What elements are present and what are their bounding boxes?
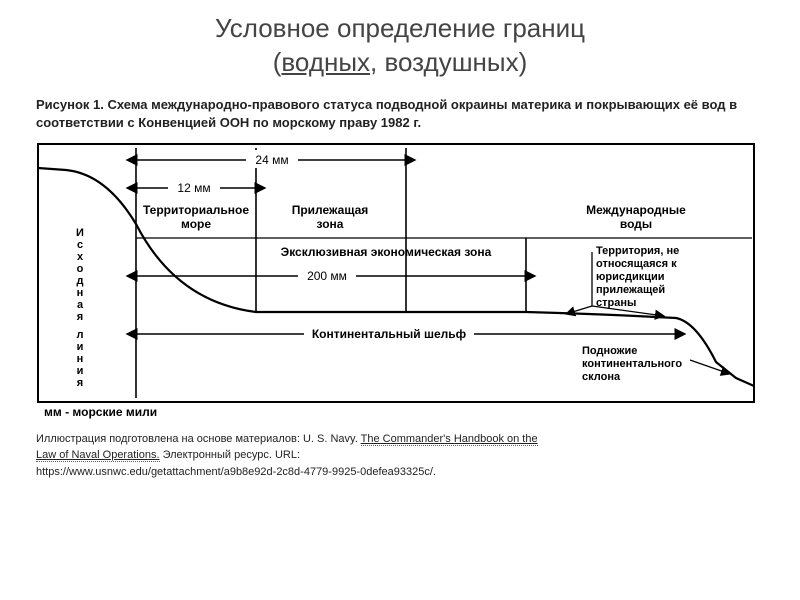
label-nojur-3: юрисдикции bbox=[596, 271, 665, 283]
dim-24-text: 24 мм bbox=[255, 153, 288, 167]
label-contiguous-2: зона bbox=[317, 217, 344, 231]
credit-link-1: The Commander's Handbook on the bbox=[361, 433, 538, 446]
label-slopefoot-3: склона bbox=[582, 371, 621, 383]
svg-text:л: л bbox=[77, 329, 84, 341]
title-line2-rest: , воздушных) bbox=[370, 47, 527, 77]
svg-text:н: н bbox=[77, 353, 84, 365]
svg-text:и: и bbox=[77, 341, 84, 353]
title-line1: Условное определение границ bbox=[215, 13, 585, 43]
svg-text:н: н bbox=[77, 287, 84, 299]
svg-text:а: а bbox=[77, 299, 84, 311]
svg-text:И: И bbox=[76, 227, 84, 239]
svg-text:д: д bbox=[77, 275, 84, 287]
label-nojur-1: Территория, не bbox=[596, 245, 679, 257]
credit-link-2: Law of Naval Operations. bbox=[36, 449, 160, 462]
label-contiguous-1: Прилежащая bbox=[292, 203, 369, 217]
credit-prefix: Иллюстрация подготовлена на основе матер… bbox=[36, 433, 361, 445]
svg-text:и: и bbox=[77, 365, 84, 377]
figure-credit: Иллюстрация подготовлена на основе матер… bbox=[0, 427, 800, 481]
credit-url: https://www.usnwc.edu/getattachment/a9b8… bbox=[36, 466, 436, 478]
maritime-zones-diagram: 24 мм 12 мм Территориальное море Прилежа… bbox=[36, 142, 764, 427]
baseline-vertical-label: Исходнаялиния bbox=[76, 227, 84, 389]
label-nojur-4: прилежащей bbox=[596, 284, 665, 296]
slide-title: Условное определение границ (водных, воз… bbox=[0, 0, 800, 86]
svg-text:с: с bbox=[77, 239, 83, 251]
svg-text:о: о bbox=[77, 263, 84, 275]
label-slopefoot-2: континентального bbox=[582, 358, 682, 370]
label-nojur-2: относящаяся к bbox=[596, 258, 677, 270]
label-shelf: Континентальный шельф bbox=[312, 327, 467, 341]
dim-12-text: 12 мм bbox=[177, 181, 210, 195]
diagram-svg: 24 мм 12 мм Территориальное море Прилежа… bbox=[36, 142, 756, 422]
label-territorial-sea-1: Территориальное bbox=[143, 203, 249, 217]
svg-text:х: х bbox=[77, 251, 84, 263]
label-intl-1: Международные bbox=[586, 203, 686, 217]
svg-text:я: я bbox=[77, 311, 83, 323]
svg-text:я: я bbox=[77, 377, 83, 389]
label-territorial-sea-2: море bbox=[181, 217, 211, 231]
figure-caption: Рисунок 1. Схема международно-правового … bbox=[0, 86, 800, 138]
label-eez: Эксклюзивная экономическая зона bbox=[281, 245, 492, 259]
dim-200-text: 200 мм bbox=[307, 269, 347, 283]
credit-suffix: Электронный ресурс. URL: bbox=[160, 449, 301, 461]
footer-units: мм - морские мили bbox=[44, 405, 157, 419]
label-slopefoot-1: Подножие bbox=[582, 345, 637, 357]
label-intl-2: воды bbox=[620, 217, 652, 231]
title-underlined: водных bbox=[281, 47, 370, 77]
